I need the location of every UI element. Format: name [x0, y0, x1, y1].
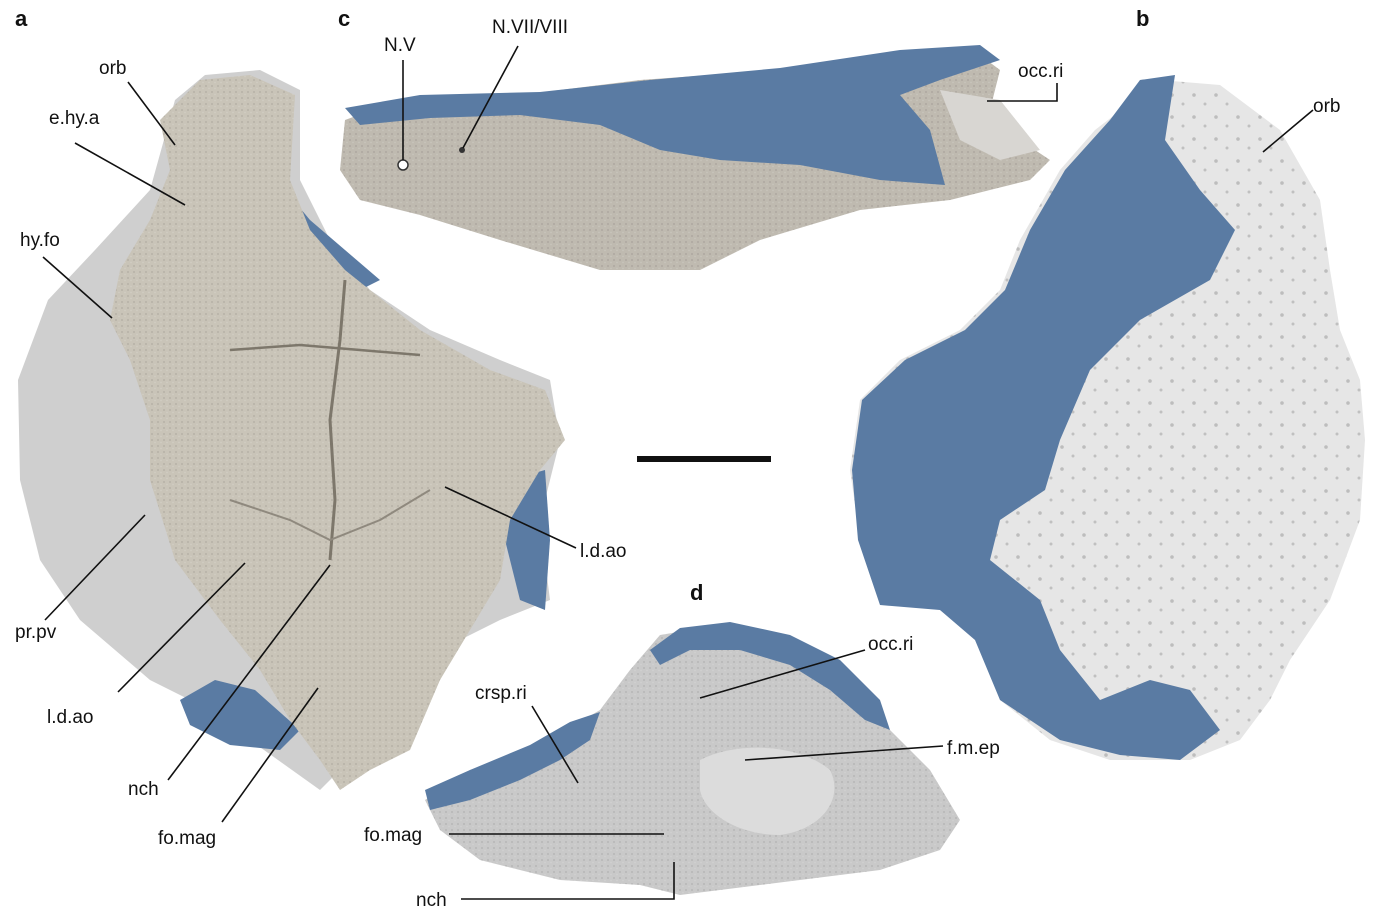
- leader-a-ldao-right: [444, 486, 577, 549]
- label-a-ldao-right: l.d.ao: [580, 541, 626, 562]
- panel-b-specimen: [850, 75, 1365, 760]
- leader-d-nch: [461, 862, 675, 900]
- panel-a-specimen: [18, 70, 565, 790]
- label-a-orb: orb: [99, 58, 126, 79]
- panel-d-specimen: [425, 622, 960, 895]
- label-d-fmep: f.m.ep: [947, 738, 1000, 759]
- label-a-ldao-bottom: l.d.ao: [47, 707, 93, 728]
- panel-letter-b: b: [1136, 6, 1149, 31]
- panel-c-foramen-nvii: [459, 147, 465, 153]
- panel-a-blue-upper: [285, 190, 380, 290]
- panel-a-blue-bottom: [180, 680, 300, 750]
- leader-c-nvii: [462, 45, 519, 149]
- leader-c-occri: [987, 83, 1058, 102]
- panel-letter-a: a: [15, 6, 28, 31]
- label-c-nvii: N.VII/VIII: [492, 17, 568, 38]
- panel-c-specimen: [340, 45, 1050, 270]
- label-a-nch: nch: [128, 779, 159, 800]
- leader-a-orb: [127, 81, 176, 146]
- leader-d-fmep: [744, 745, 944, 761]
- leader-a-nch: [167, 564, 331, 781]
- scale-bar: [637, 456, 771, 462]
- label-d-crspri: crsp.ri: [475, 683, 527, 704]
- label-a-ehya: e.hy.a: [49, 108, 100, 129]
- leader-a-ehya: [74, 142, 186, 206]
- leader-a-fomag: [221, 687, 319, 823]
- leader-d-crspri: [531, 705, 579, 784]
- leader-a-ldao-bottom: [117, 562, 246, 693]
- leader-a-prpv: [44, 514, 146, 621]
- panel-d-blue-arch: [650, 622, 890, 730]
- label-b-orb: orb: [1313, 96, 1340, 117]
- panel-d-blue-left: [425, 712, 600, 810]
- label-a-fomag: fo.mag: [158, 828, 216, 849]
- panel-c-blue: [345, 45, 1000, 185]
- panel-c-foramen-nv: [397, 159, 409, 171]
- label-d-nch: nch: [416, 890, 447, 911]
- label-d-occri: occ.ri: [868, 634, 913, 655]
- label-a-hyfo: hy.fo: [20, 230, 60, 251]
- panel-b-blue: [852, 75, 1235, 760]
- label-d-fomag: fo.mag: [364, 825, 422, 846]
- panel-letter-c: c: [338, 6, 350, 31]
- label-c-occri: occ.ri: [1018, 61, 1063, 82]
- label-c-nv: N.V: [384, 35, 416, 56]
- panel-letter-d: d: [690, 580, 703, 605]
- leader-a-hyfo: [42, 256, 113, 319]
- leader-b-orb: [1262, 109, 1314, 153]
- label-a-prpv: pr.pv: [15, 622, 57, 643]
- leader-d-occri: [699, 649, 866, 699]
